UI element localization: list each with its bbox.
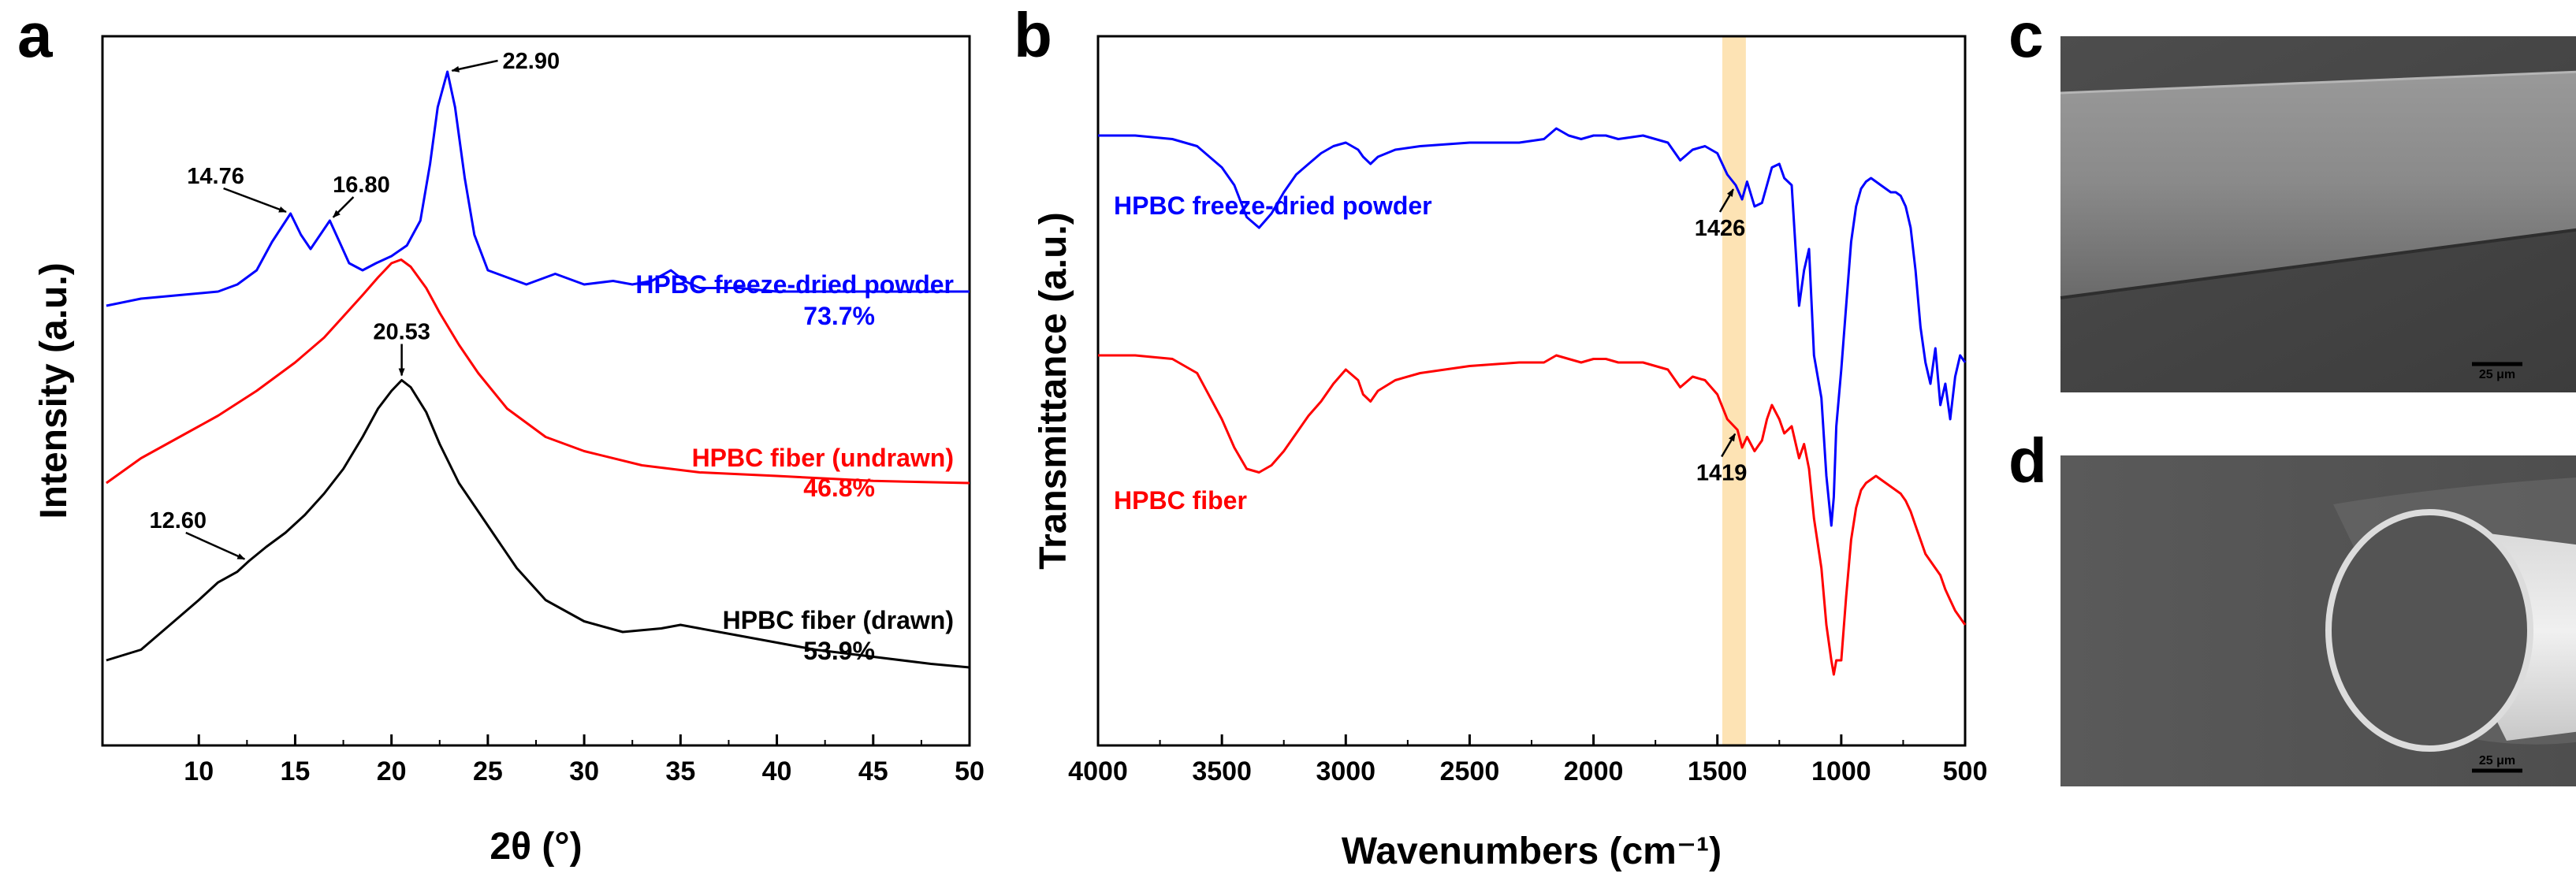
x-tick-label: 35 [665,756,695,786]
xrd-chart: 10 15 20 25 30 35 40 45 50 22.90 14.76 16.80 20.53 1… [33,35,985,868]
crystallinity-value: 73.7% [803,302,875,330]
peak-annotation: 12.60 [149,508,207,533]
xrd-annotations: 22.90 14.76 16.80 20.53 12.60 [149,49,560,560]
annotation-arrow [1721,433,1737,458]
series-label: HPBC fiber [1114,486,1247,515]
ftir-series-labels: HPBC freeze-dried powder HPBC fiber [1114,191,1432,515]
xrd-y-axis-title: Intensity (a.u.) [33,262,75,518]
ftir-x-axis-title: Wavenumbers (cm⁻¹) [1342,831,1722,872]
series-line-3 [106,379,970,669]
x-tick-label: 3000 [1316,756,1375,786]
series-line-1 [106,70,970,307]
peak-annotation: 22.90 [503,49,560,74]
xrd-series-labels: HPBC freeze-dried powder 73.7% HPBC fiber … [635,270,954,665]
x-tick-label: 45 [858,756,888,786]
ftir-chart: 4000 3500 3000 2500 2000 1500 1000 500 1426 1419… [1033,35,1987,872]
highlight-band [1722,36,1746,745]
annotation-arrow [1718,188,1735,213]
annotation-arrow [223,187,287,214]
peak-annotation: 16.80 [333,173,390,198]
series-line-2 [106,258,970,485]
panel-label-d: d [2008,426,2047,496]
xrd-x-axis-title: 2θ (°) [490,826,582,868]
peak-annotation: 1419 [1696,461,1748,486]
x-tick-label: 2000 [1564,756,1624,786]
scale-bar-label-c: 25 μm [2479,368,2515,381]
series-line-1 [1098,127,1967,527]
x-tick-label: 1500 [1688,756,1748,786]
annotation-arrow [451,59,498,72]
xrd-x-ticks: 10 15 20 25 30 35 40 45 50 [184,734,985,786]
ftir-annotations: 1426 1419 [1695,188,1748,486]
x-tick-label: 4000 [1068,756,1128,786]
peak-annotation: 20.53 [373,320,430,345]
ftir-y-axis-title: Transmittance (a.u.) [1033,212,1074,569]
x-tick-label: 2500 [1440,756,1500,786]
annotation-arrow [332,196,355,218]
crystallinity-value: 46.8% [803,474,875,502]
panel-label-c: c [2008,0,2044,70]
x-tick-label: 10 [184,756,214,786]
x-tick-label: 15 [281,756,311,786]
ftir-series-group [1098,127,1967,676]
fiber-side-view [2060,72,2576,298]
series-label: HPBC fiber (drawn) [723,606,954,634]
x-tick-label: 30 [569,756,599,786]
x-tick-label: 3500 [1192,756,1252,786]
crystallinity-value: 53.9% [803,637,875,665]
x-tick-label: 20 [377,756,407,786]
panel-label-b: b [1014,0,1052,70]
series-label: HPBC fiber (undrawn) [692,444,954,472]
x-tick-label: 500 [1943,756,1988,786]
x-tick-label: 1000 [1811,756,1871,786]
fiber-cross-section [2325,509,2533,752]
peak-annotation: 1426 [1695,216,1746,241]
annotation-arrow [185,531,246,560]
series-label: HPBC freeze-dried powder [1114,191,1432,220]
series-line-2 [1098,354,1967,676]
series-label: HPBC freeze-dried powder [635,270,954,299]
x-tick-label: 40 [762,756,792,786]
panel-label-a: a [17,0,53,70]
sem-image-d: 25 μm [2060,455,2576,786]
scale-bar-label-d: 25 μm [2479,754,2515,767]
x-tick-label: 50 [955,756,985,786]
sem-image-c: 25 μm [2060,36,2576,392]
xrd-series-group [106,70,970,669]
x-tick-label: 25 [473,756,503,786]
ftir-plot-frame [1096,35,1967,747]
ftir-x-ticks: 4000 3500 3000 2500 2000 1500 1000 500 [1068,734,1987,786]
peak-annotation: 14.76 [187,164,244,189]
